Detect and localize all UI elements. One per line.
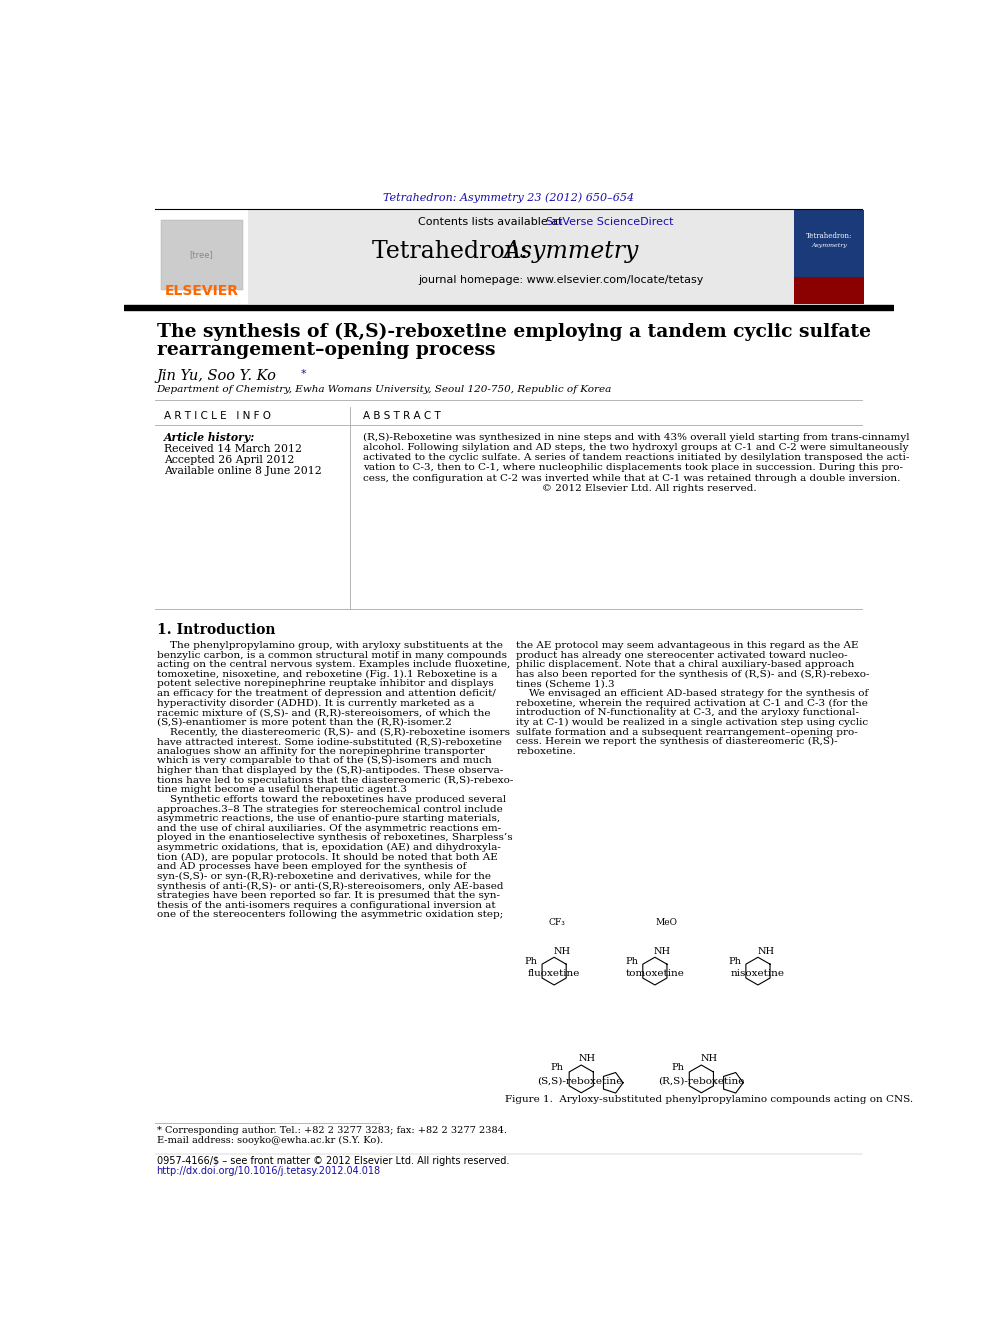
Text: 0957-4166/$ – see front matter © 2012 Elsevier Ltd. All rights reserved.: 0957-4166/$ – see front matter © 2012 El… bbox=[157, 1156, 509, 1167]
Text: analogues show an affinity for the norepinephrine transporter: analogues show an affinity for the norep… bbox=[157, 746, 484, 755]
Text: (R,S)-Reboxetine was synthesized in nine steps and with 43% overall yield starti: (R,S)-Reboxetine was synthesized in nine… bbox=[363, 433, 910, 442]
Text: Ph: Ph bbox=[625, 957, 638, 966]
Text: higher than that displayed by the (S,R)-antipodes. These observa-: higher than that displayed by the (S,R)-… bbox=[157, 766, 503, 775]
Text: synthesis of anti-(R,S)- or anti-(S,R)-stereoisomers, only AE-based: synthesis of anti-(R,S)- or anti-(S,R)-s… bbox=[157, 881, 503, 890]
Bar bbox=[155, 209, 795, 303]
Text: Contents lists available at: Contents lists available at bbox=[419, 217, 566, 228]
Text: benzylic carbon, is a common structural motif in many compounds: benzylic carbon, is a common structural … bbox=[157, 651, 507, 660]
Text: NH: NH bbox=[757, 947, 775, 957]
Text: sulfate formation and a subsequent rearrangement–opening pro-: sulfate formation and a subsequent rearr… bbox=[516, 728, 858, 737]
Text: tion (AD), are popular protocols. It should be noted that both AE: tion (AD), are popular protocols. It sho… bbox=[157, 852, 497, 861]
Text: Tetrahedron: Asymmetry 23 (2012) 650–654: Tetrahedron: Asymmetry 23 (2012) 650–654 bbox=[383, 192, 634, 202]
Text: philic displacement. Note that a chiral auxiliary-based approach: philic displacement. Note that a chiral … bbox=[516, 660, 854, 669]
Text: 1. Introduction: 1. Introduction bbox=[157, 623, 275, 636]
Text: Received 14 March 2012: Received 14 March 2012 bbox=[165, 445, 303, 454]
Bar bbox=[161, 221, 243, 290]
Text: ity at C-1) would be realized in a single activation step using cyclic: ity at C-1) would be realized in a singl… bbox=[516, 718, 868, 726]
Text: CF₃: CF₃ bbox=[548, 918, 564, 927]
Text: A R T I C L E   I N F O: A R T I C L E I N F O bbox=[165, 411, 271, 421]
Text: and AD processes have been employed for the synthesis of: and AD processes have been employed for … bbox=[157, 863, 466, 872]
Text: strategies have been reported so far. It is presumed that the syn-: strategies have been reported so far. It… bbox=[157, 892, 500, 900]
Text: Figure 1.  Aryloxy-substituted phenylpropylamino compounds acting on CNS.: Figure 1. Aryloxy-substituted phenylprop… bbox=[505, 1095, 914, 1105]
Text: Available online 8 June 2012: Available online 8 June 2012 bbox=[165, 466, 322, 475]
Text: hyperactivity disorder (ADHD). It is currently marketed as a: hyperactivity disorder (ADHD). It is cur… bbox=[157, 699, 474, 708]
Text: Jin Yu, Soo Y. Ko: Jin Yu, Soo Y. Ko bbox=[157, 369, 281, 382]
Text: nisoxetine: nisoxetine bbox=[731, 968, 785, 978]
Text: which is very comparable to that of the (S,S)-isomers and much: which is very comparable to that of the … bbox=[157, 757, 491, 766]
Text: asymmetric reactions, the use of enantio-pure starting materials,: asymmetric reactions, the use of enantio… bbox=[157, 814, 500, 823]
Text: reboxetine, wherein the required activation at C-1 and C-3 (for the: reboxetine, wherein the required activat… bbox=[516, 699, 868, 708]
Text: A B S T R A C T: A B S T R A C T bbox=[363, 411, 440, 421]
Text: [tree]: [tree] bbox=[189, 250, 213, 259]
Text: (S,S)-enantiomer is more potent than the (R,R)-isomer.2: (S,S)-enantiomer is more potent than the… bbox=[157, 718, 451, 726]
Text: SciVerse ScienceDirect: SciVerse ScienceDirect bbox=[547, 217, 674, 228]
Text: fluoxetine: fluoxetine bbox=[528, 968, 580, 978]
Text: ELSEVIER: ELSEVIER bbox=[165, 284, 238, 298]
Text: Accepted 26 April 2012: Accepted 26 April 2012 bbox=[165, 455, 295, 464]
Text: *: * bbox=[301, 369, 307, 378]
Text: tomoxetine, nisoxetine, and reboxetine (Fig. 1).1 Reboxetine is a: tomoxetine, nisoxetine, and reboxetine (… bbox=[157, 669, 497, 679]
Text: Recently, the diastereomeric (R,S)- and (S,R)-reboxetine isomers: Recently, the diastereomeric (R,S)- and … bbox=[157, 728, 510, 737]
Text: Asymmetry: Asymmetry bbox=[811, 242, 847, 247]
Text: has also been reported for the synthesis of (R,S)- and (S,R)-rebexo-: has also been reported for the synthesis… bbox=[516, 669, 870, 679]
Text: rearrangement–opening process: rearrangement–opening process bbox=[157, 341, 495, 359]
Bar bbox=[795, 277, 864, 303]
Text: The phenylpropylamino group, with aryloxy substituents at the: The phenylpropylamino group, with arylox… bbox=[157, 640, 502, 650]
Text: racemic mixture of (S,S)- and (R,R)-stereoisomers, of which the: racemic mixture of (S,S)- and (R,R)-ster… bbox=[157, 708, 490, 717]
Text: tomoxetine: tomoxetine bbox=[625, 968, 684, 978]
Text: Synthetic efforts toward the reboxetines have produced several: Synthetic efforts toward the reboxetines… bbox=[157, 795, 506, 804]
Text: (S,S)-reboxetine: (S,S)-reboxetine bbox=[537, 1077, 622, 1086]
Bar bbox=[795, 209, 864, 303]
Text: an efficacy for the treatment of depression and attention deficit/: an efficacy for the treatment of depress… bbox=[157, 689, 495, 699]
Text: (R,S)-reboxetine: (R,S)-reboxetine bbox=[658, 1077, 745, 1086]
Text: cess. Herein we report the synthesis of diastereomeric (R,S)-: cess. Herein we report the synthesis of … bbox=[516, 737, 838, 746]
Text: introduction of N-functionality at C-3, and the aryloxy functional-: introduction of N-functionality at C-3, … bbox=[516, 708, 859, 717]
Text: have attracted interest. Some iodine-substituted (R,S)-reboxetine: have attracted interest. Some iodine-sub… bbox=[157, 737, 501, 746]
Text: The synthesis of (R,S)-reboxetine employing a tandem cyclic sulfate: The synthesis of (R,S)-reboxetine employ… bbox=[157, 323, 871, 341]
Text: cess, the configuration at C-2 was inverted while that at C-1 was retained throu: cess, the configuration at C-2 was inver… bbox=[363, 474, 900, 483]
Text: Department of Chemistry, Ewha Womans University, Seoul 120-750, Republic of Kore: Department of Chemistry, Ewha Womans Uni… bbox=[157, 385, 612, 394]
Text: one of the stereocenters following the asymmetric oxidation step;: one of the stereocenters following the a… bbox=[157, 910, 503, 919]
Text: Ph: Ph bbox=[550, 1062, 562, 1072]
Text: asymmetric oxidations, that is, epoxidation (AE) and dihydroxyla-: asymmetric oxidations, that is, epoxidat… bbox=[157, 843, 500, 852]
Text: potent selective norepinephrine reuptake inhibitor and displays: potent selective norepinephrine reuptake… bbox=[157, 680, 493, 688]
Text: Tetrahedron:: Tetrahedron: bbox=[806, 232, 852, 239]
Text: ployed in the enantioselective synthesis of reboxetines, Sharpless’s: ployed in the enantioselective synthesis… bbox=[157, 833, 512, 843]
Text: journal homepage: www.elsevier.com/locate/tetasy: journal homepage: www.elsevier.com/locat… bbox=[419, 275, 704, 286]
Text: NH: NH bbox=[700, 1053, 717, 1062]
Text: activated to the cyclic sulfate. A series of tandem reactions initiated by desil: activated to the cyclic sulfate. A serie… bbox=[363, 454, 909, 462]
Text: Ph: Ph bbox=[728, 957, 741, 966]
Text: thesis of the anti-isomers requires a configurational inversion at: thesis of the anti-isomers requires a co… bbox=[157, 901, 495, 910]
Text: product has already one stereocenter activated toward nucleo-: product has already one stereocenter act… bbox=[516, 651, 848, 660]
Text: reboxetine.: reboxetine. bbox=[516, 746, 576, 755]
Text: tions have led to speculations that the diastereomeric (R,S)-rebexo-: tions have led to speculations that the … bbox=[157, 775, 513, 785]
Text: Ph: Ph bbox=[525, 957, 538, 966]
Text: Ph: Ph bbox=[672, 1062, 684, 1072]
Text: Article history:: Article history: bbox=[165, 433, 256, 443]
Text: and the use of chiral auxiliaries. Of the asymmetric reactions em-: and the use of chiral auxiliaries. Of th… bbox=[157, 824, 501, 832]
Text: tine might become a useful therapeutic agent.3: tine might become a useful therapeutic a… bbox=[157, 786, 407, 794]
Text: Tetrahedron:: Tetrahedron: bbox=[372, 239, 536, 263]
Text: approaches.3–8 The strategies for stereochemical control include: approaches.3–8 The strategies for stereo… bbox=[157, 804, 502, 814]
Text: NH: NH bbox=[579, 1053, 596, 1062]
Text: NH: NH bbox=[654, 947, 672, 957]
Text: syn-(S,S)- or syn-(R,R)-reboxetine and derivatives, while for the: syn-(S,S)- or syn-(R,R)-reboxetine and d… bbox=[157, 872, 491, 881]
Text: Asymmetry: Asymmetry bbox=[504, 239, 639, 263]
Text: NH: NH bbox=[554, 947, 570, 957]
Bar bbox=[155, 209, 248, 303]
Text: http://dx.doi.org/10.1016/j.tetasy.2012.04.018: http://dx.doi.org/10.1016/j.tetasy.2012.… bbox=[157, 1167, 381, 1176]
Text: We envisaged an efficient AD-based strategy for the synthesis of: We envisaged an efficient AD-based strat… bbox=[516, 689, 868, 699]
Text: MeO: MeO bbox=[656, 918, 678, 927]
Text: vation to C-3, then to C-1, where nucleophilic displacements took place in succe: vation to C-3, then to C-1, where nucleo… bbox=[363, 463, 903, 472]
Text: © 2012 Elsevier Ltd. All rights reserved.: © 2012 Elsevier Ltd. All rights reserved… bbox=[363, 484, 756, 493]
Text: the AE protocol may seem advantageous in this regard as the AE: the AE protocol may seem advantageous in… bbox=[516, 640, 859, 650]
Text: E-mail address: sooyko@ewha.ac.kr (S.Y. Ko).: E-mail address: sooyko@ewha.ac.kr (S.Y. … bbox=[157, 1136, 383, 1146]
Text: tines (Scheme 1).3: tines (Scheme 1).3 bbox=[516, 680, 615, 688]
Text: alcohol. Following silylation and AD steps, the two hydroxyl groups at C-1 and C: alcohol. Following silylation and AD ste… bbox=[363, 443, 909, 452]
Text: * Corresponding author. Tel.: +82 2 3277 3283; fax: +82 2 3277 2384.: * Corresponding author. Tel.: +82 2 3277… bbox=[157, 1126, 507, 1135]
Text: acting on the central nervous system. Examples include fluoxetine,: acting on the central nervous system. Ex… bbox=[157, 660, 510, 669]
